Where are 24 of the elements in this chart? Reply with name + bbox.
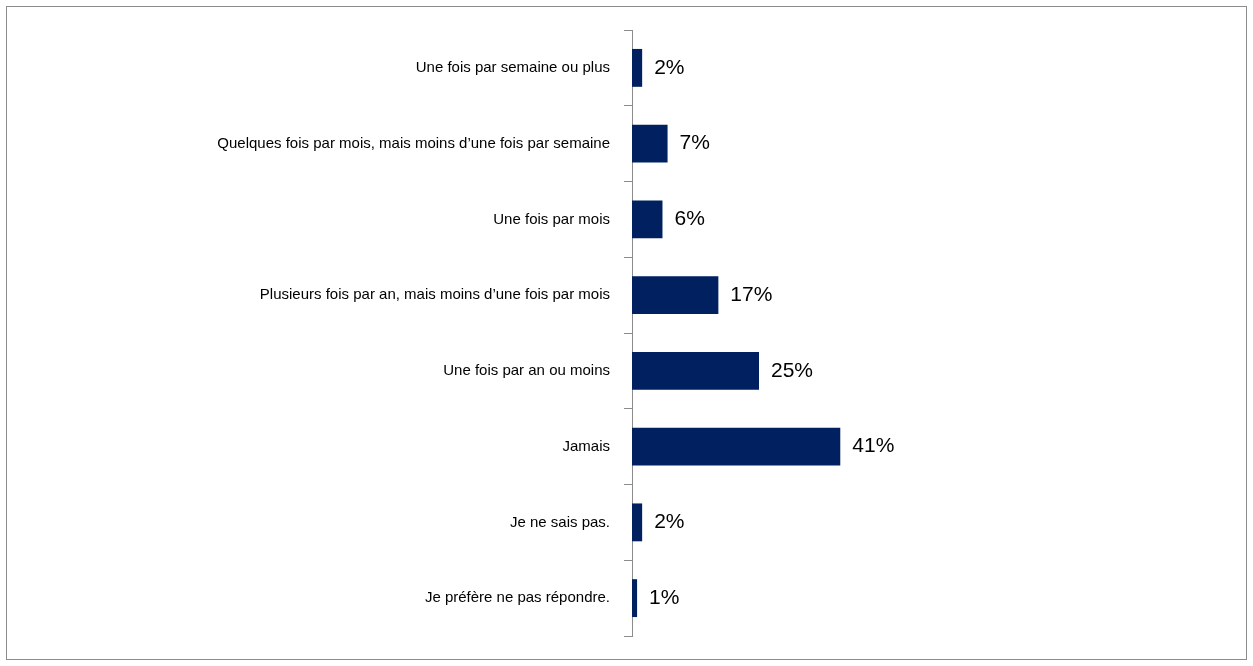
bar	[632, 503, 643, 542]
bar	[632, 48, 643, 87]
data-label: 41%	[852, 433, 895, 457]
bar	[632, 427, 841, 466]
y-tick-label: Une fois par an ou moins	[443, 361, 610, 379]
bar	[632, 276, 719, 315]
data-label: 2%	[654, 54, 685, 78]
bar	[632, 124, 668, 163]
y-tick-label: Jamais	[562, 436, 610, 454]
y-tick-label: Je ne sais pas.	[509, 512, 610, 530]
bar	[632, 200, 663, 239]
data-label: 17%	[730, 281, 773, 305]
y-tick-label: Quelques fois par mois, mais moins d’une fois par semaine	[217, 133, 610, 151]
data-label: 6%	[674, 206, 705, 230]
data-label: 25%	[771, 357, 814, 381]
y-tick-label: Je préfère ne pas répondre.	[424, 588, 610, 606]
data-label: 1%	[649, 584, 680, 608]
bar	[632, 579, 638, 618]
data-label: 2%	[654, 509, 685, 533]
bar	[632, 351, 759, 390]
y-tick-label: Plusieurs fois par an, mais moins d’une fois par mois	[259, 285, 610, 303]
data-label: 7%	[679, 130, 710, 154]
y-tick-label: Une fois par semaine ou plus	[415, 58, 610, 76]
y-tick-label: Une fois par mois	[493, 209, 610, 227]
